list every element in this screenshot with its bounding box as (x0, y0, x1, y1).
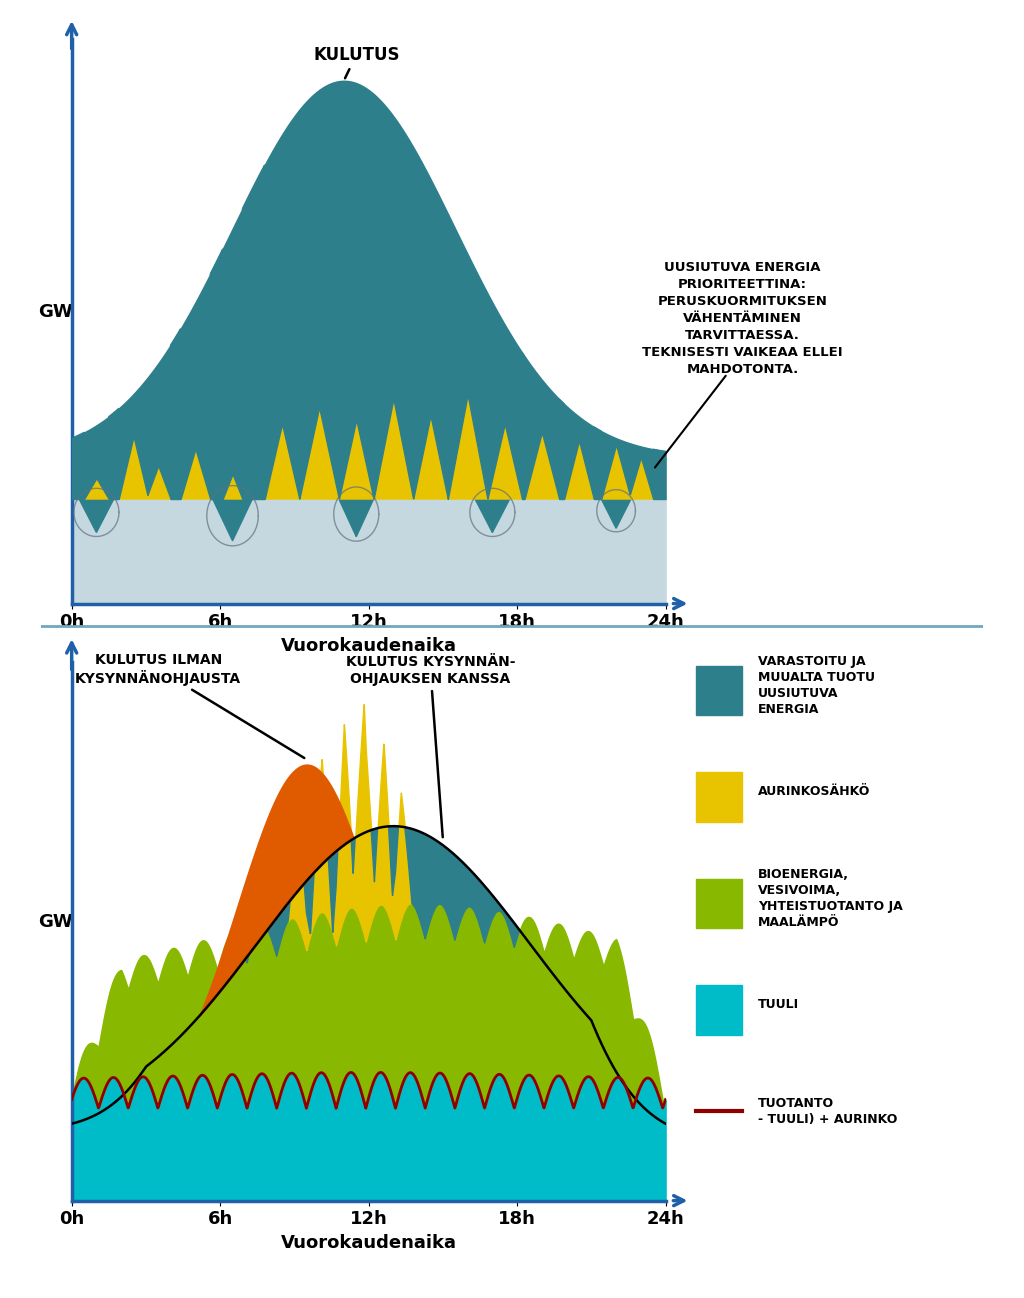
Text: TUULI: TUULI (758, 998, 799, 1011)
X-axis label: Vuorokaudenaika: Vuorokaudenaika (281, 1234, 457, 1253)
Text: TUOTANTO
- TUULI) + AURINKO: TUOTANTO - TUULI) + AURINKO (758, 1097, 897, 1125)
Y-axis label: GW: GW (38, 914, 73, 932)
X-axis label: Vuorokaudenaika: Vuorokaudenaika (281, 637, 457, 655)
Text: BIOENERGIA,
VESIVOIMA,
YHTEISTUOTANTO JA
MAALÄMPÖ: BIOENERGIA, VESIVOIMA, YHTEISTUOTANTO JA… (758, 868, 902, 928)
Text: KULUTUS ILMAN
KYSYNNÄNOHJAUSTA: KULUTUS ILMAN KYSYNNÄNOHJAUSTA (75, 653, 304, 758)
Text: UUSIUTUVA ENERGIA
PRIORITEETTINA:
PERUSKUORMITUKSEN
VÄHENTÄMINEN
TARVITTAESSA.
T: UUSIUTUVA ENERGIA PRIORITEETTINA: PERUSK… (642, 261, 843, 375)
Text: KULUTUS KYSYNNÄN-
OHJAUKSEN KANSSA: KULUTUS KYSYNNÄN- OHJAUKSEN KANSSA (346, 655, 515, 837)
Text: AURINKOSÄHKÖ: AURINKOSÄHKÖ (758, 785, 870, 798)
Text: VARASTOITU JA
MUUALTA TUOTU
UUSIUTUVA
ENERGIA: VARASTOITU JA MUUALTA TUOTU UUSIUTUVA EN… (758, 655, 874, 715)
Y-axis label: GW: GW (38, 304, 73, 321)
Text: KULUTUS: KULUTUS (313, 45, 399, 78)
